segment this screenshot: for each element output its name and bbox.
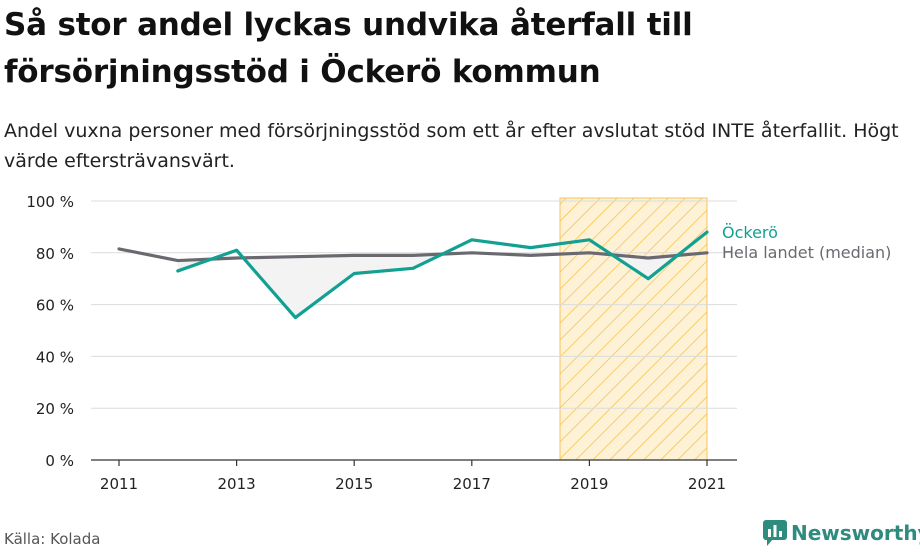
x-tick-label: 2021	[688, 475, 726, 493]
x-tick-label: 2011	[100, 475, 138, 493]
y-tick-label: 60 %	[36, 297, 74, 315]
series-line-ockero	[176, 230, 709, 320]
highlight-band-hatch	[559, 197, 708, 461]
chart-title: Så stor andel lyckas undvika återfall ti…	[4, 7, 693, 90]
x-tick-label: 2017	[453, 475, 491, 493]
x-tick-label: 2015	[335, 475, 373, 493]
below-median-area	[612, 254, 678, 279]
x-tick-label: 2013	[218, 475, 256, 493]
y-tick-label: 80 %	[36, 245, 74, 263]
x-tick-label: 2019	[570, 475, 608, 493]
brand-name: Newsworthy	[791, 521, 920, 545]
y-tick-label: 100 %	[26, 193, 74, 211]
series-label-median: Hela landet (median)	[722, 243, 891, 262]
y-tick-label: 20 %	[36, 400, 74, 418]
chart-subtitle: Andel vuxna personer med försörjningsstö…	[4, 120, 899, 172]
brand-logo: Newsworthy	[763, 520, 920, 546]
below-median-area	[243, 254, 443, 318]
series-label-ockero: Öckerö	[722, 223, 778, 242]
y-tick-label: 0 %	[45, 452, 74, 470]
y-tick-label: 40 %	[36, 348, 74, 366]
source-note: Källa: Kolada	[4, 530, 101, 548]
newsworthy-bar-chart-icon	[763, 520, 787, 546]
